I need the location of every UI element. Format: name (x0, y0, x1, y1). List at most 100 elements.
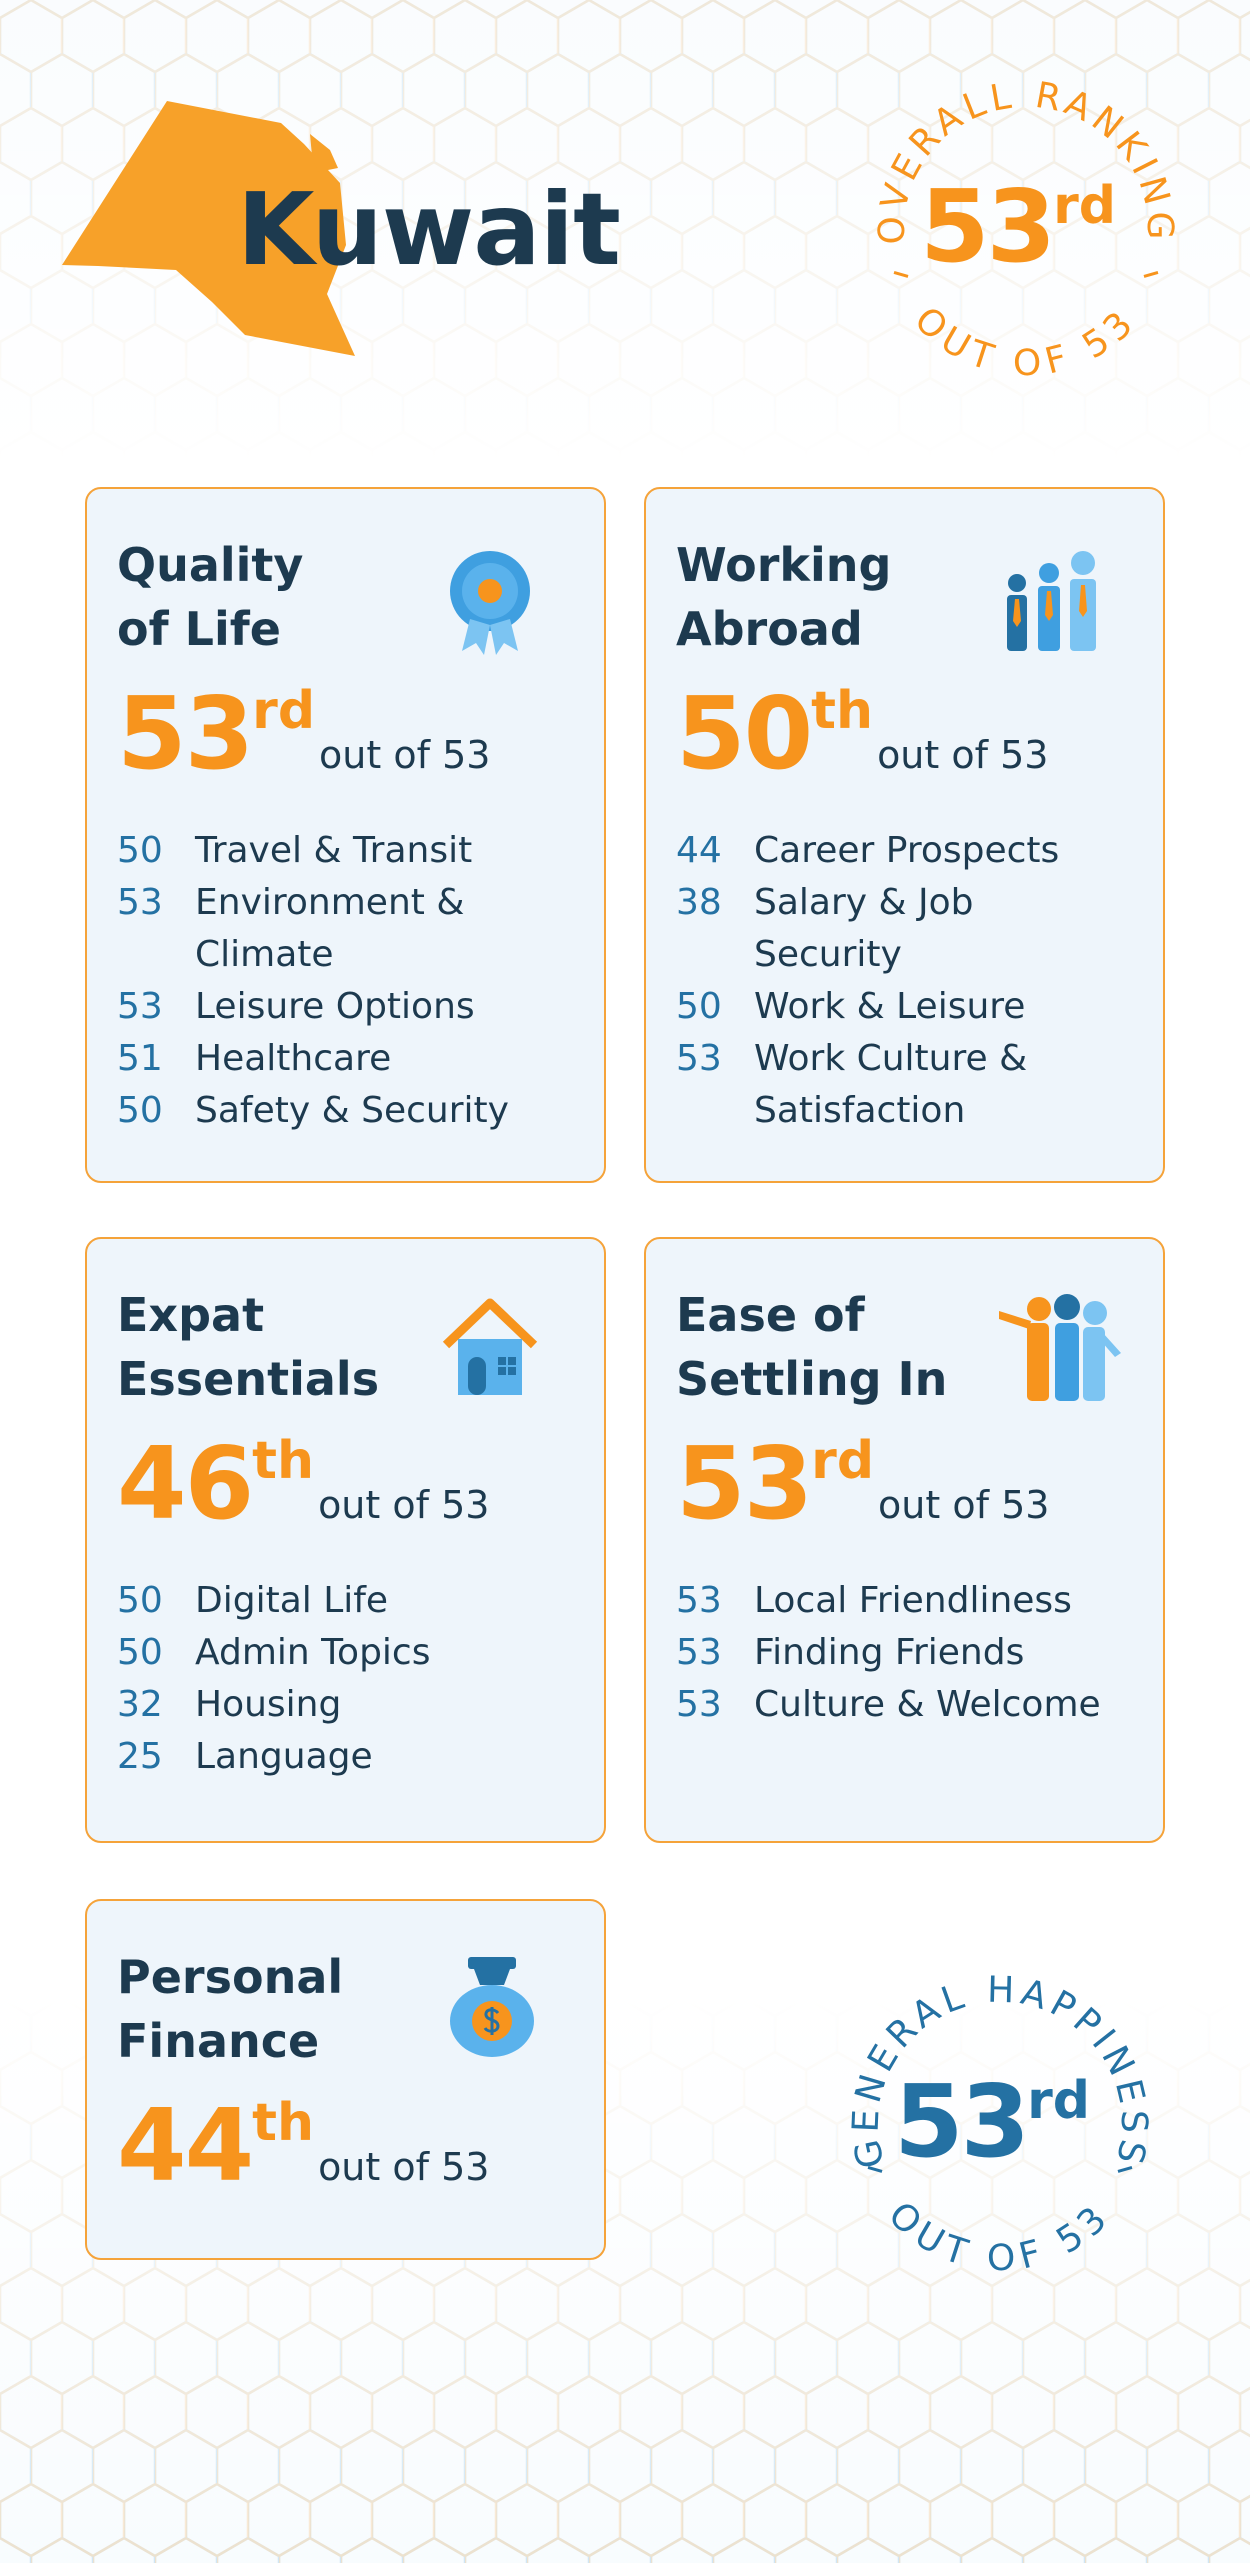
icon-shape (999, 1311, 1031, 1329)
item-rank: 53 (676, 1038, 722, 1079)
item-rank: 53 (676, 1580, 722, 1621)
item-rank: 50 (117, 1090, 163, 1131)
card-title-line: of Life (117, 602, 281, 656)
icon-shape (1055, 1323, 1079, 1401)
rank-number: 44 (117, 2087, 254, 2204)
icon-shape (1013, 599, 1021, 627)
icon-shape (1008, 574, 1026, 592)
item: 50 Digital Life (117, 1575, 587, 1627)
rank-number: 53 (117, 675, 254, 792)
card-title-line: Ease of (676, 1288, 865, 1342)
item-label: Environment & Climate (195, 882, 465, 975)
icon-shape (498, 1357, 506, 1365)
country-title: Kuwait (237, 171, 621, 288)
icon-shape (1083, 1301, 1107, 1325)
card-title: Ease of Settling In (676, 1283, 947, 1411)
item-list: 44 Career Prospects 38 Salary & Job Securit… (676, 825, 1146, 1137)
item-rank: 44 (676, 830, 722, 871)
rank-out-of: out of 53 (877, 733, 1049, 777)
card-title-line: Finance (117, 2014, 320, 2068)
item: 44 Career Prospects (676, 825, 1146, 877)
item-label: Salary & Job Security (754, 882, 974, 975)
item: 25 Language (117, 1731, 587, 1783)
icon-shape (508, 1357, 516, 1365)
rank-row: 46thout of 53 (117, 1429, 489, 1539)
item: 50 Admin Topics (117, 1627, 587, 1679)
card: Personal Finance 44thout of 53 (85, 1899, 606, 2260)
icon-shape (478, 579, 502, 603)
rank-out-of: out of 53 (319, 733, 491, 777)
item-rank: 50 (117, 1632, 163, 1673)
card-title-line: Essentials (117, 1352, 380, 1406)
rank-out-of: out of 53 (318, 1483, 490, 1527)
card: Ease of Settling In 53rdout of 53 53 Local F… (644, 1237, 1165, 1843)
card: Working Abroad 50thout of 53 44 Career Prosp… (644, 487, 1165, 1183)
rank-suffix: th (811, 681, 874, 741)
icon-shape (1027, 1323, 1049, 1401)
item-label: Career Prospects (754, 830, 1060, 871)
item-rank: 38 (676, 882, 722, 923)
icon-shape (1071, 551, 1095, 575)
item: 53 Finding Friends (676, 1627, 1146, 1679)
item-rank: 32 (117, 1684, 163, 1725)
rank-row: 53rdout of 53 (117, 679, 490, 789)
item-rank: 53 (676, 1684, 722, 1725)
item-label: Culture & Welcome (754, 1684, 1101, 1725)
item-rank: 25 (117, 1736, 163, 1777)
item: 51 Healthcare (117, 1033, 587, 1085)
card: Expat Essentials 46thout of 53 50 Digital Li… (85, 1237, 606, 1843)
card-title-line: Working (676, 538, 892, 592)
item-label: Admin Topics (195, 1632, 431, 1673)
item-list: 53 Local Friendliness 53 Finding Friends 53 C… (676, 1575, 1146, 1731)
item: 53 Local Friendliness (676, 1575, 1146, 1627)
icon-shape (1039, 563, 1059, 583)
card-icon (442, 1298, 538, 1395)
item-label: Safety & Security (195, 1090, 509, 1131)
card-icon (999, 1294, 1121, 1401)
rank-suffix: th (252, 1431, 315, 1491)
item-label: Travel & Transit (195, 830, 473, 871)
rank-suffix: th (252, 2093, 315, 2153)
card-icon (1007, 551, 1096, 651)
icon-shape (462, 619, 490, 655)
icon-shape (508, 1367, 516, 1375)
item: 53 Environment & Climate (117, 877, 587, 981)
icon-shape (468, 1357, 486, 1395)
card-icon (450, 1957, 534, 2057)
item-label: Finding Friends (754, 1632, 1025, 1673)
item: 50 Work & Leisure (676, 981, 1146, 1033)
item: 32 Housing (117, 1679, 587, 1731)
rank-row: 50thout of 53 (676, 679, 1048, 789)
icon-shape (1045, 591, 1053, 621)
card-title-line: Settling In (676, 1352, 948, 1406)
rank-out-of: out of 53 (318, 2145, 490, 2189)
rank-suffix: rd (811, 1431, 875, 1491)
item: 53 Work Culture & Satisfaction (676, 1033, 1146, 1137)
icon-shape (490, 619, 518, 655)
card-title-line: Quality (117, 538, 304, 592)
item-rank: 51 (117, 1038, 163, 1079)
icon-shape (1079, 585, 1087, 617)
card-title-line: Expat (117, 1288, 265, 1342)
card: Quality of Life 53rdout of 53 50 Travel & Tr… (85, 487, 606, 1183)
item: 50 Safety & Security (117, 1085, 587, 1137)
item-rank: 50 (117, 830, 163, 871)
card-title: Expat Essentials (117, 1283, 379, 1411)
icon-shape (1027, 1297, 1051, 1321)
icon-shape (468, 1957, 516, 1969)
item-label: Leisure Options (195, 986, 475, 1027)
item-label: Housing (195, 1684, 342, 1725)
icon-shape (474, 1969, 510, 1985)
item-rank: 53 (117, 986, 163, 1027)
item-list: 50 Travel & Transit 53 Environment & Climat… (117, 825, 587, 1137)
card-title: Quality of Life (117, 533, 303, 661)
item: 38 Salary & Job Security (676, 877, 1146, 981)
item-label: Work Culture & Satisfaction (754, 1038, 1028, 1131)
card-title: Working Abroad (676, 533, 891, 661)
icon-shape (1054, 1294, 1080, 1320)
item-label: Digital Life (195, 1580, 389, 1621)
item-rank: 50 (117, 1580, 163, 1621)
card-title-line: Abroad (676, 602, 863, 656)
item-rank: 53 (676, 1632, 722, 1673)
